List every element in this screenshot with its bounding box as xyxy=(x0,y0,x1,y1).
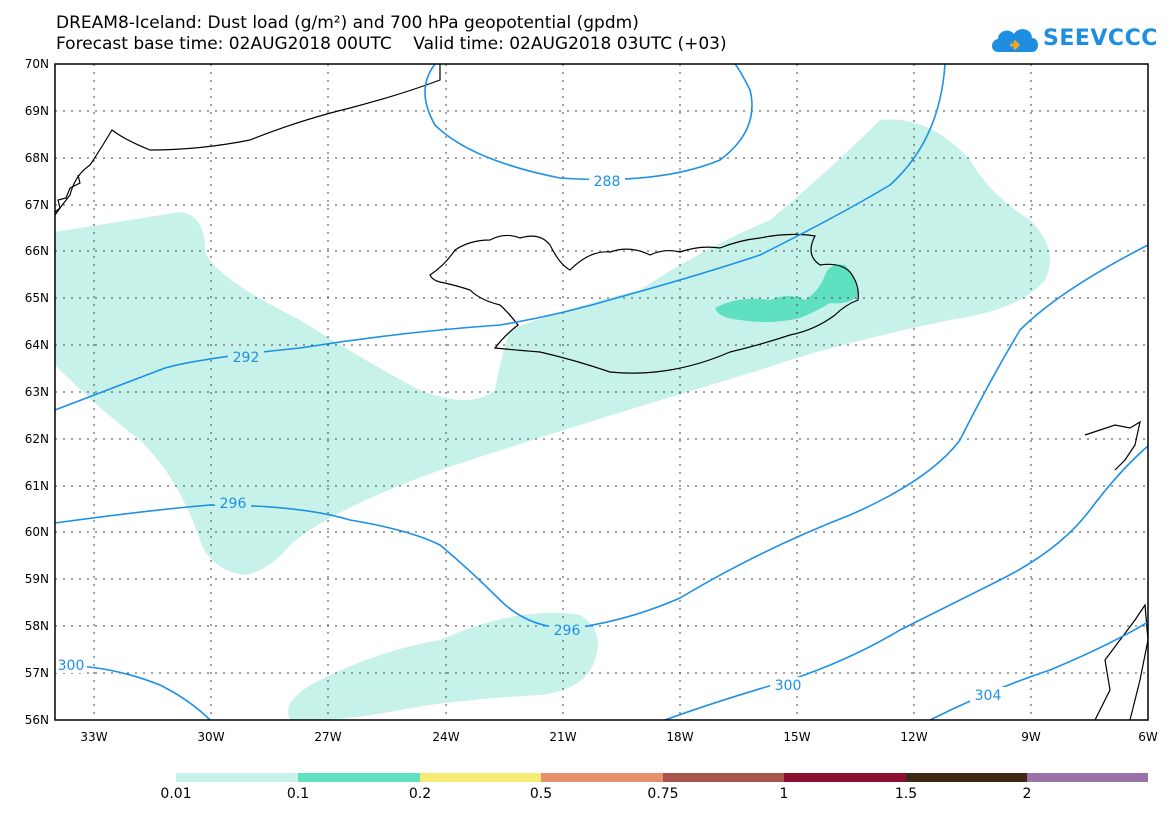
lon-label: 15W xyxy=(783,730,811,744)
lon-label: 12W xyxy=(900,730,928,744)
colorbar-label: 0.01 xyxy=(160,786,192,802)
map-title: DREAM8-Iceland: Dust load (g/m²) and 700… xyxy=(56,13,639,33)
lat-label: 59N xyxy=(24,572,49,586)
lon-label: 9W xyxy=(1021,730,1041,744)
colorbar-label: 0.5 xyxy=(529,786,553,802)
contour-label: 288 xyxy=(594,174,621,190)
contour-label: 300 xyxy=(58,658,85,674)
lat-label: 62N xyxy=(24,432,49,446)
cloud-icon xyxy=(992,29,1038,52)
lon-label: 21W xyxy=(549,730,577,744)
plot-frame xyxy=(54,63,1149,721)
colorbar-label: 1 xyxy=(779,786,789,802)
coastline xyxy=(55,64,1148,720)
iceland-coast xyxy=(429,233,859,374)
contour-label: 296 xyxy=(554,623,581,639)
lon-label: 33W xyxy=(80,730,108,744)
contour-label: 304 xyxy=(975,688,1002,704)
lat-label: 67N xyxy=(24,198,49,212)
lon-label: 18W xyxy=(666,730,694,744)
contour-label-group: 288 292 296 296 300 300 304 xyxy=(55,172,1006,704)
lat-label: 69N xyxy=(24,104,49,118)
map-grid xyxy=(55,64,1148,720)
colorbar xyxy=(176,773,1148,782)
colorbar-label: 0.2 xyxy=(408,786,432,802)
dust-area-light-south xyxy=(288,612,598,720)
lat-label: 57N xyxy=(24,666,49,680)
lat-label: 65N xyxy=(24,291,49,305)
lat-label: 61N xyxy=(24,479,49,493)
lat-label: 63N xyxy=(24,385,49,399)
lat-label: 66N xyxy=(24,244,49,258)
lat-label: 68N xyxy=(24,151,49,165)
lon-label: 30W xyxy=(197,730,225,744)
contour-label: 296 xyxy=(220,496,247,512)
lat-label: 60N xyxy=(24,525,49,539)
colorbar-label: 0.1 xyxy=(286,786,310,802)
dust-area-dense xyxy=(715,264,858,323)
lon-label: 24W xyxy=(432,730,460,744)
logo-text: SEEVCCC xyxy=(1043,26,1158,51)
lat-label: 58N xyxy=(24,619,49,633)
lon-label: 27W xyxy=(314,730,342,744)
contour-lines xyxy=(55,64,1148,720)
colorbar-label: 2 xyxy=(1022,786,1032,802)
dust-area-light xyxy=(55,119,1050,575)
colorbar-label: 1.5 xyxy=(894,786,918,802)
colorbar-label: 0.75 xyxy=(647,786,679,802)
lat-label: 56N xyxy=(24,713,49,727)
contour-label: 292 xyxy=(233,350,260,366)
map-subtitle: Forecast base time: 02AUG2018 00UTC Vali… xyxy=(56,34,727,54)
contour-label: 300 xyxy=(775,678,802,694)
lon-label: 6W xyxy=(1138,730,1158,744)
lat-label: 64N xyxy=(24,338,49,352)
lat-label: 70N xyxy=(24,57,49,71)
